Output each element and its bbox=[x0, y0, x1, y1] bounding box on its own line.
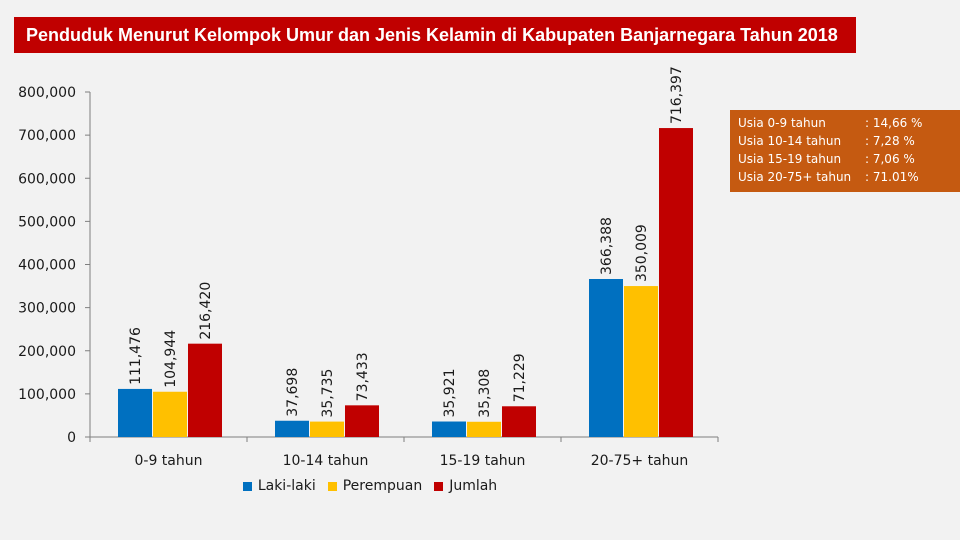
bar-perempuan bbox=[467, 421, 501, 437]
bar-perempuan bbox=[310, 421, 344, 437]
data-label: 104,944 bbox=[163, 330, 179, 388]
y-tick-label: 600,000 bbox=[18, 171, 76, 187]
info-value: : 7,28 % bbox=[865, 134, 915, 148]
data-label: 71,229 bbox=[512, 353, 528, 402]
legend-swatch bbox=[242, 481, 252, 491]
x-category-label: 10-14 tahun bbox=[283, 453, 369, 469]
data-label: 37,698 bbox=[285, 368, 301, 417]
legend-label: Laki-laki bbox=[257, 478, 316, 494]
legend-item-perempuan: Perempuan bbox=[327, 478, 423, 494]
legend-label: Jumlah bbox=[449, 478, 498, 494]
legend-label: Perempuan bbox=[342, 478, 423, 494]
percentage-info-box: Usia 0-9 tahun : 14,66 % Usia 10-14 tahu… bbox=[730, 110, 960, 192]
y-tick-label: 200,000 bbox=[18, 344, 76, 360]
data-label: 35,308 bbox=[477, 369, 493, 418]
bar-jumlah bbox=[188, 343, 222, 437]
x-category-label: 20-75+ tahun bbox=[591, 453, 689, 469]
data-label: 35,735 bbox=[320, 369, 336, 418]
y-tick-label: 500,000 bbox=[18, 214, 76, 230]
info-value: : 71.01% bbox=[865, 170, 919, 184]
info-label: Usia 0-9 tahun bbox=[738, 116, 826, 130]
bar-laki-laki bbox=[432, 421, 466, 437]
y-tick-label: 0 bbox=[67, 430, 76, 446]
info-row: Usia 15-19 tahun : 7,06 % bbox=[738, 150, 960, 168]
y-tick-label: 300,000 bbox=[18, 301, 76, 317]
y-tick-label: 100,000 bbox=[18, 387, 76, 403]
info-value: : 14,66 % bbox=[865, 116, 923, 130]
bar-jumlah bbox=[345, 405, 379, 437]
y-tick-label: 700,000 bbox=[18, 128, 76, 144]
bar-perempuan bbox=[153, 391, 187, 437]
info-row: Usia 10-14 tahun : 7,28 % bbox=[738, 132, 960, 150]
legend-swatch bbox=[434, 481, 444, 491]
data-label: 73,433 bbox=[355, 352, 371, 401]
bar-laki-laki bbox=[118, 388, 152, 437]
x-category-label: 15-19 tahun bbox=[440, 453, 526, 469]
info-row: Usia 20-75+ tahun : 71.01% bbox=[738, 168, 960, 186]
bar-laki-laki bbox=[589, 278, 623, 437]
chart-title: Penduduk Menurut Kelompok Umur dan Jenis… bbox=[14, 17, 856, 53]
legend-item-jumlah: Jumlah bbox=[434, 478, 497, 494]
info-label: Usia 20-75+ tahun bbox=[738, 170, 852, 184]
data-label: 716,397 bbox=[669, 66, 685, 124]
data-label: 350,009 bbox=[634, 224, 650, 282]
bar-jumlah bbox=[502, 406, 536, 437]
bar-laki-laki bbox=[275, 420, 309, 437]
legend-swatch bbox=[327, 481, 337, 491]
data-label: 216,420 bbox=[198, 282, 214, 340]
x-category-label: 0-9 tahun bbox=[134, 453, 202, 469]
data-label: 111,476 bbox=[128, 327, 144, 385]
info-value: : 7,06 % bbox=[865, 152, 915, 166]
chart-legend: Laki-laki Perempuan Jumlah bbox=[0, 478, 740, 494]
bar-perempuan bbox=[624, 286, 658, 437]
y-tick-label: 400,000 bbox=[18, 258, 76, 274]
info-label: Usia 15-19 tahun bbox=[738, 152, 842, 166]
bar-jumlah bbox=[659, 128, 693, 438]
data-label: 35,921 bbox=[442, 369, 458, 418]
y-tick-label: 800,000 bbox=[18, 85, 76, 101]
info-row: Usia 0-9 tahun : 14,66 % bbox=[738, 114, 960, 132]
info-label: Usia 10-14 tahun bbox=[738, 134, 842, 148]
legend-item-laki-laki: Laki-laki bbox=[242, 478, 316, 494]
data-label: 366,388 bbox=[599, 217, 615, 275]
